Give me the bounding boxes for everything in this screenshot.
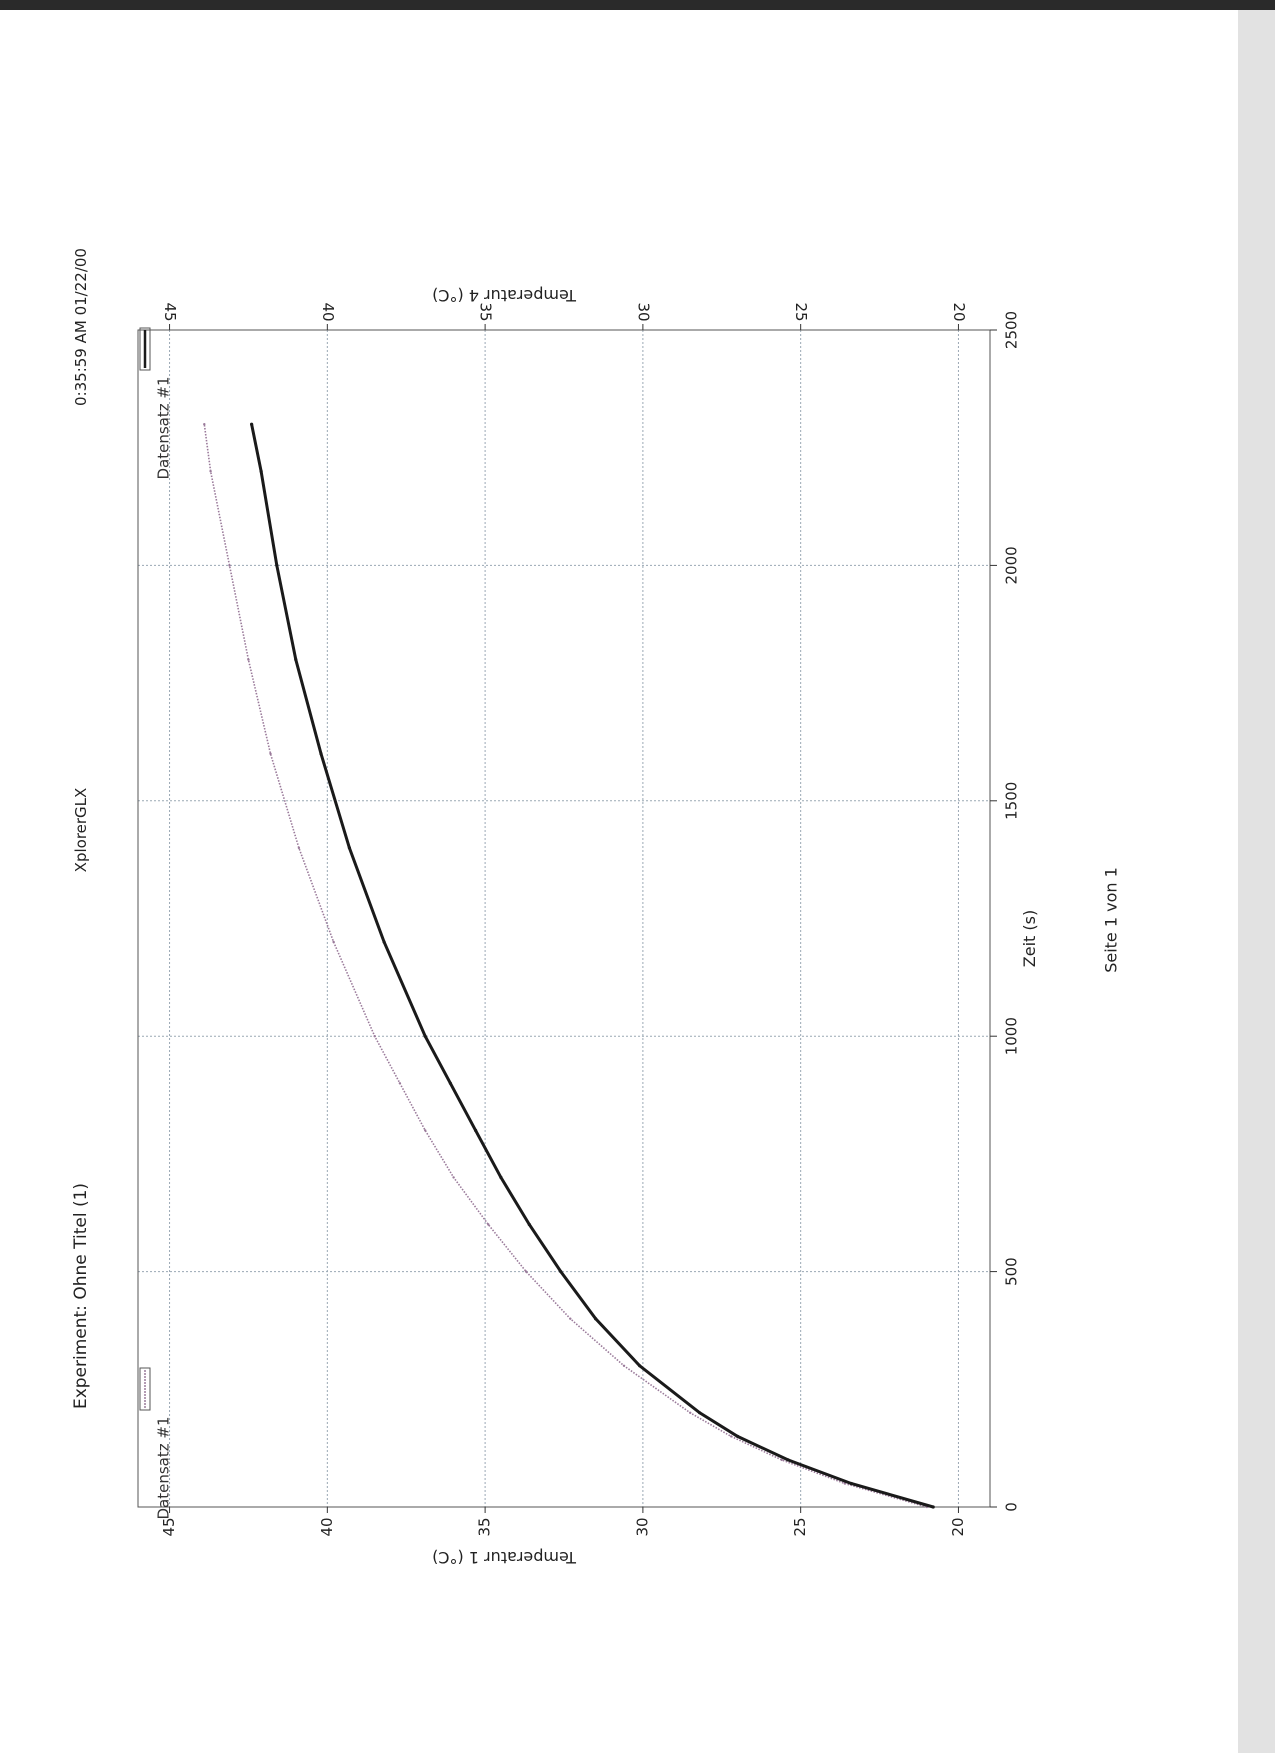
y-tick-label-left: 35 [476,1517,494,1536]
x-tick-label: 1000 [1003,1017,1021,1055]
y-tick-label-right: 45 [161,302,179,321]
scan-right-edge [1238,10,1275,1753]
x-tick-label: 2500 [1003,311,1021,349]
legend-swatch [139,1367,151,1411]
data-point-temperatur-1 [689,1411,692,1415]
data-point-temperatur-1 [209,470,212,473]
data-point-temperatur-4 [559,1270,563,1274]
data-point-temperatur-4 [319,752,323,756]
data-point-temperatur-4 [347,846,351,850]
x-tick-label: 0 [1003,1502,1021,1512]
data-point-temperatur-1 [524,1270,528,1273]
y-tick-label-right: 40 [319,302,337,321]
y-tick-label-right: 25 [792,302,810,321]
x-axis-label: Zeit (s) [1020,910,1039,967]
data-point-temperatur-4 [474,1128,478,1132]
y-tick-label-left: 30 [633,1517,651,1536]
data-point-temperatur-4 [698,1411,702,1415]
y-axis-label-right: Temperatur 4 (°C) [432,286,577,305]
data-point-temperatur-1 [228,564,231,567]
data-point-temperatur-4 [849,1481,853,1486]
y-tick-label-left: 20 [949,1517,967,1536]
data-point-temperatur-4 [931,1505,935,1509]
y-tick-label-right: 35 [477,302,495,321]
data-point-temperatur-1 [730,1435,733,1438]
data-point-temperatur-1 [373,1035,376,1038]
data-point-temperatur-4 [294,658,298,662]
data-point-temperatur-1 [780,1458,783,1462]
data-point-temperatur-1 [487,1223,490,1226]
legend-label: Datensatz #1 [155,376,173,479]
x-tick-label: 500 [1003,1257,1021,1286]
legend-layer: Datensatz #1 Datensatz #1 [139,327,173,1520]
data-point-temperatur-1 [424,1129,427,1132]
data-point-temperatur-4 [250,422,254,426]
scan-top-edge [0,0,1275,10]
data-point-temperatur-1 [332,940,335,944]
legend-label: Datensatz #1 [155,1416,173,1519]
data-point-temperatur-4 [527,1222,531,1227]
legend-swatch [139,327,151,371]
data-point-temperatur-1 [247,658,250,661]
data-point-temperatur-4 [448,1081,452,1085]
data-point-temperatur-1 [297,846,301,850]
y-tick-label-left: 45 [160,1517,178,1536]
series-line-temperatur-4 [250,423,934,1509]
y-tick-label-left: 25 [791,1517,809,1536]
data-point-temperatur-1 [452,1176,455,1179]
legend-right: Datensatz #1 [139,327,173,480]
chart-grid [138,329,990,1508]
legend-left: Datensatz #1 [139,1367,173,1520]
y-tick-label-left: 40 [318,1517,336,1536]
data-point-temperatur-4 [423,1034,427,1038]
x-tick-label: 2000 [1003,546,1021,584]
data-point-temperatur-4 [638,1364,642,1368]
y-tick-label-right: 30 [634,302,652,321]
data-point-temperatur-4 [594,1317,598,1321]
plot-frame [137,329,991,1508]
data-point-temperatur-1 [269,752,272,755]
data-point-temperatur-4 [275,563,279,568]
data-point-temperatur-1 [398,1082,402,1085]
data-point-temperatur-1 [622,1364,626,1368]
x-tick-label: 1500 [1003,782,1021,820]
data-point-temperatur-4 [736,1434,740,1438]
series-line-temperatur-1 [203,424,928,1508]
paper-sheet [0,10,1238,1753]
data-point-temperatur-4 [259,469,263,473]
y-tick-label-right: 20 [950,302,968,321]
data-point-temperatur-4 [382,940,386,944]
series-layer [203,422,935,1509]
data-point-temperatur-1 [203,423,206,426]
y-axis-label-left: Temperatur 1 (°C) [432,1548,577,1567]
data-point-temperatur-4 [499,1175,503,1179]
axis-ticks: 0 500 1000 1500 2000 2500 20 25 30 35 40 45 20 25 30 35… [160,302,1020,1536]
data-point-temperatur-1 [569,1317,572,1320]
data-point-temperatur-4 [786,1458,790,1462]
